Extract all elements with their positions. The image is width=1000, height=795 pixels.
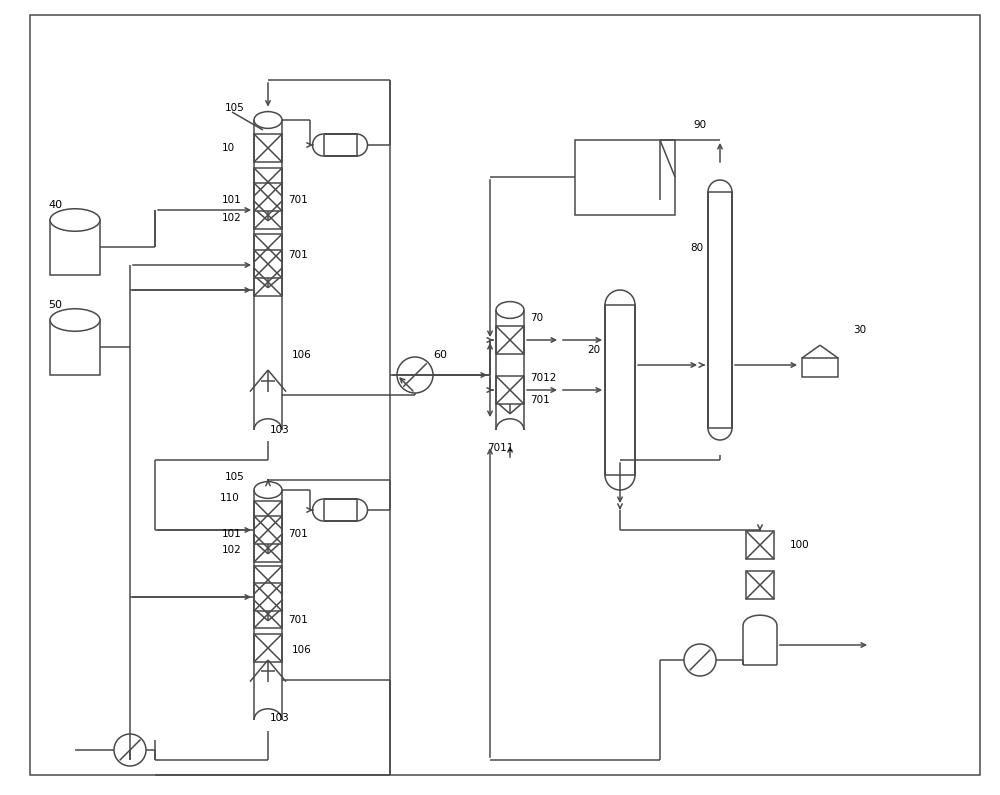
Circle shape xyxy=(684,644,716,676)
Text: 105: 105 xyxy=(225,103,245,113)
Bar xyxy=(746,571,774,599)
Bar xyxy=(254,516,282,544)
Circle shape xyxy=(397,357,433,393)
Text: 103: 103 xyxy=(270,713,290,723)
Ellipse shape xyxy=(254,111,282,129)
Text: 701: 701 xyxy=(288,615,308,625)
Text: 701: 701 xyxy=(530,395,550,405)
Text: 7012: 7012 xyxy=(530,373,556,383)
Ellipse shape xyxy=(254,482,282,498)
Text: 7011: 7011 xyxy=(487,443,513,453)
Bar xyxy=(254,600,282,628)
Bar xyxy=(254,268,282,296)
Bar xyxy=(254,566,282,594)
Bar xyxy=(254,183,282,211)
Bar xyxy=(254,234,282,262)
Circle shape xyxy=(114,734,146,766)
Text: 80: 80 xyxy=(690,243,703,253)
Bar xyxy=(50,220,100,275)
Bar xyxy=(324,499,357,521)
Text: 106: 106 xyxy=(292,645,312,655)
Text: 100: 100 xyxy=(790,540,810,550)
Text: 50: 50 xyxy=(48,300,62,310)
Text: 40: 40 xyxy=(48,200,62,210)
Bar xyxy=(575,140,675,215)
Bar xyxy=(496,326,524,354)
Text: 90: 90 xyxy=(693,120,707,130)
Text: 10: 10 xyxy=(222,143,235,153)
Bar xyxy=(254,583,282,611)
Text: 70: 70 xyxy=(530,313,543,323)
Text: 30: 30 xyxy=(853,325,867,335)
Bar xyxy=(324,134,357,156)
Text: 701: 701 xyxy=(288,250,308,260)
Text: 102: 102 xyxy=(222,213,242,223)
Text: 701: 701 xyxy=(288,529,308,539)
Text: 103: 103 xyxy=(270,425,290,435)
Text: 102: 102 xyxy=(222,545,242,555)
Bar xyxy=(254,501,282,529)
Bar xyxy=(50,320,100,375)
Ellipse shape xyxy=(496,301,524,319)
Ellipse shape xyxy=(50,308,100,332)
Bar xyxy=(254,250,282,278)
Text: 20: 20 xyxy=(587,345,600,355)
Bar xyxy=(254,201,282,229)
Bar xyxy=(708,192,732,428)
Bar xyxy=(802,358,838,377)
Text: 701: 701 xyxy=(288,195,308,205)
Text: 101: 101 xyxy=(222,529,242,539)
Bar xyxy=(254,634,282,662)
Bar xyxy=(496,376,524,404)
Bar xyxy=(605,305,635,475)
Text: 110: 110 xyxy=(220,493,240,503)
Text: 101: 101 xyxy=(222,195,242,205)
Text: 60: 60 xyxy=(433,350,447,360)
Bar xyxy=(254,168,282,196)
Bar xyxy=(254,134,282,162)
Ellipse shape xyxy=(50,209,100,231)
Text: 106: 106 xyxy=(292,350,312,360)
Bar xyxy=(746,531,774,559)
Bar xyxy=(254,534,282,562)
Text: 105: 105 xyxy=(225,472,245,482)
